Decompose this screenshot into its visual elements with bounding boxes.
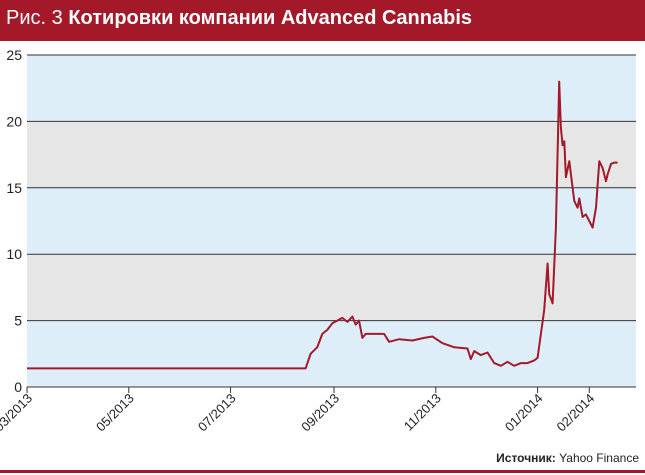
y-tick-label: 10 <box>6 246 22 262</box>
chart-area: 0 5 10 15 20 25 03/2013 05/2013 07/2013 09/2013 1… <box>0 47 636 435</box>
plot-band <box>27 254 636 321</box>
source-value: Yahoo Finance <box>559 451 639 465</box>
x-tick-label: 07/2013 <box>195 391 239 435</box>
plot-band <box>27 320 636 387</box>
y-tick-label: 5 <box>14 313 22 329</box>
plot-band <box>27 121 636 188</box>
y-axis-ticks: 0 5 10 15 20 25 <box>6 47 22 395</box>
x-tick-label: 11/2013 <box>401 391 444 434</box>
bottom-rule <box>0 470 645 473</box>
x-tick-label: 02/2014 <box>554 391 598 435</box>
title-bar: Рис. 3 Котировки компании Advanced Canna… <box>0 0 645 41</box>
x-tick-label: 09/2013 <box>298 391 342 435</box>
source-label: Источник: <box>496 451 556 465</box>
x-tick-label: 01/2014 <box>502 391 546 435</box>
chart-title: Рис. 3 Котировки компании Advanced Canna… <box>6 7 472 30</box>
source-note: Источник: Yahoo Finance <box>496 451 639 465</box>
series-line <box>27 80 618 370</box>
figure-label: Рис. 3 <box>6 7 63 29</box>
y-tick-label: 15 <box>6 180 22 196</box>
x-tick-label: 03/2013 <box>0 391 35 435</box>
y-tick-label: 20 <box>6 113 22 129</box>
plot-band <box>27 187 636 255</box>
series-group <box>27 80 618 370</box>
x-axis-ticks: 03/2013 05/2013 07/2013 09/2013 11/2013 01/20… <box>0 386 636 435</box>
y-tick-label: 0 <box>14 379 22 395</box>
chart-title-text: Котировки компании Advanced Cannabis <box>68 7 473 29</box>
plot-band <box>27 55 636 122</box>
x-tick-label: 05/2013 <box>93 391 137 435</box>
chart-bands <box>27 55 636 387</box>
y-tick-label: 25 <box>6 47 22 63</box>
